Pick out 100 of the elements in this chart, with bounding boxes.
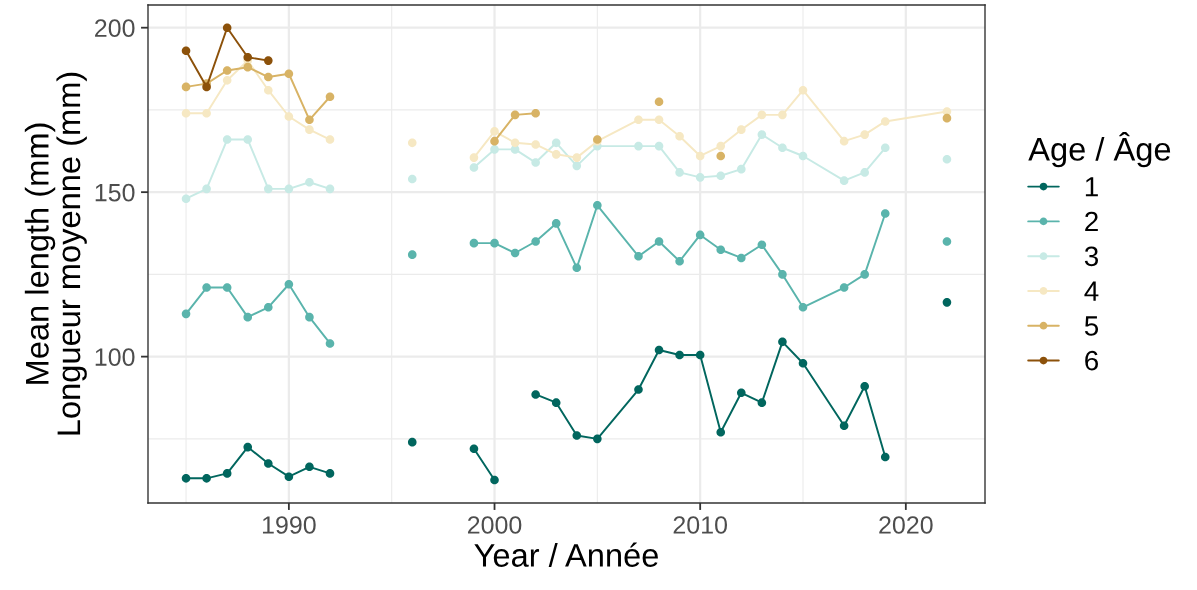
point [181,108,191,118]
point [181,194,191,204]
point [243,312,253,322]
point [675,350,684,360]
point [222,66,232,75]
point [264,184,273,194]
point [551,219,561,228]
point [531,108,540,118]
point [860,270,869,279]
point [634,252,643,261]
point [531,237,540,246]
point [942,154,952,164]
point [757,130,767,139]
y-tick-label: 100 [95,348,135,366]
point [860,130,869,139]
point [222,135,232,144]
point [675,256,684,266]
point [325,339,335,348]
x-tick-label: 2010 [673,516,728,534]
point [181,46,191,56]
point [469,163,479,172]
point [654,237,664,246]
point [737,253,746,263]
point [839,283,849,292]
point [551,150,561,159]
point [778,337,787,347]
x-tick-label: 1990 [262,516,316,534]
point [284,69,294,79]
point [716,171,726,181]
point [181,82,191,92]
point [654,115,664,125]
point [325,92,335,102]
point [654,97,664,107]
point [284,112,294,121]
point [510,138,520,148]
point [305,125,314,134]
point [778,270,787,279]
point [860,381,869,391]
point [572,263,582,273]
point [551,138,561,148]
point [490,238,499,248]
point [264,72,273,82]
point [264,459,273,468]
point [593,201,602,210]
x-tick-label: 2000 [467,516,522,534]
point [737,164,746,174]
point [407,138,417,148]
point [695,151,705,161]
point [695,230,705,240]
point [757,240,767,250]
point [222,76,232,85]
point [305,115,314,125]
point [531,158,540,167]
y-axis-title: Mean length (mm) Longueur moyenne (mm) [24,72,87,435]
point [942,237,952,246]
point [202,184,211,194]
point [716,151,726,161]
legend-label: 5 [1084,316,1099,336]
point [737,125,746,134]
point [305,177,314,187]
point [243,52,253,62]
point [880,452,890,462]
point [284,472,294,481]
point [798,358,808,368]
point [716,245,726,255]
point [264,85,273,95]
point [222,283,232,292]
point [798,302,808,312]
point [181,474,191,483]
point [654,141,664,151]
point [264,56,273,65]
point [675,168,684,177]
point [469,238,479,248]
point [407,437,417,447]
point [880,143,890,153]
point [490,145,499,154]
point [839,136,849,146]
point [284,184,294,194]
point [181,309,191,319]
point [407,250,417,259]
point [284,279,294,289]
point [942,113,952,123]
x-tick-label: 2020 [879,516,933,534]
point [675,131,684,141]
legend-label: 3 [1084,246,1098,267]
point [572,161,582,171]
legend-label: 2 [1085,211,1098,232]
point [716,141,726,151]
point [634,115,643,125]
point [880,209,890,218]
point [798,151,808,161]
point [222,469,232,478]
point [798,85,808,95]
point [880,117,890,126]
point [551,398,561,407]
point [593,434,602,444]
point [531,140,540,149]
point [243,62,253,72]
point [510,110,520,120]
point [202,108,211,118]
